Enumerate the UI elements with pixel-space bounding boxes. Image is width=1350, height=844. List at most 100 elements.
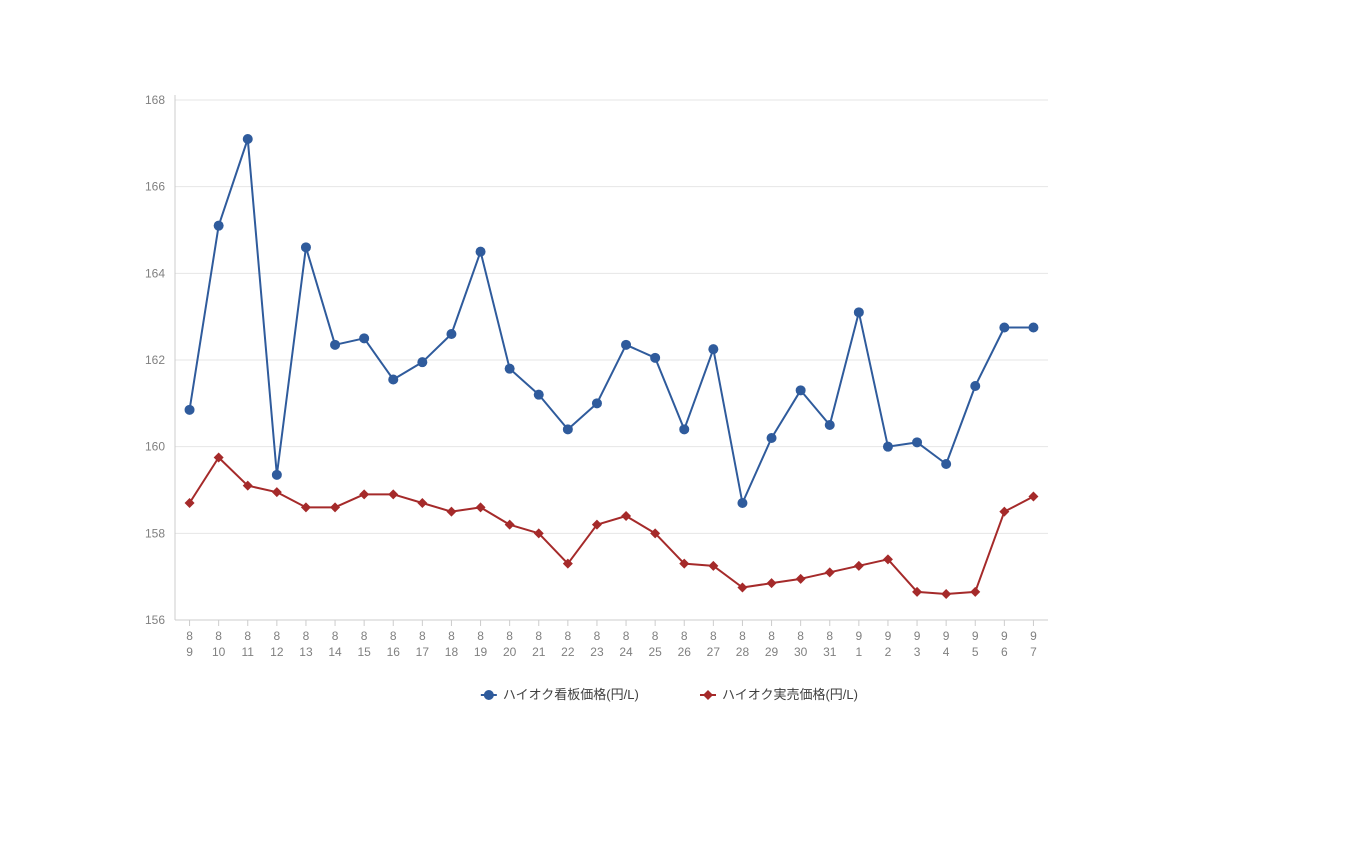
x-axis-label-day: 21 <box>532 645 546 659</box>
x-axis-label-month: 8 <box>681 629 688 643</box>
data-point <box>941 459 951 469</box>
x-axis-label-month: 8 <box>565 629 572 643</box>
data-point <box>1028 323 1038 333</box>
x-axis-label-day: 30 <box>794 645 808 659</box>
y-axis-label: 156 <box>145 613 165 627</box>
data-point <box>185 405 195 415</box>
x-axis-label-day: 11 <box>242 645 255 659</box>
data-point <box>388 375 398 385</box>
x-axis-label-month: 8 <box>274 629 281 643</box>
x-axis-label-day: 23 <box>590 645 604 659</box>
x-axis-label-month: 9 <box>943 629 950 643</box>
x-axis-label-day: 1 <box>856 645 863 659</box>
data-point <box>505 364 515 374</box>
x-axis-label-month: 8 <box>710 629 717 643</box>
data-point <box>417 357 427 367</box>
x-axis-label-day: 10 <box>212 645 226 659</box>
data-point <box>359 333 369 343</box>
x-axis-label-month: 8 <box>303 629 310 643</box>
x-axis-label-month: 9 <box>914 629 921 643</box>
price-line-chart: 1561581601621641661688981081181281381481… <box>0 0 1350 844</box>
data-point <box>476 247 486 257</box>
chart-container: 1561581601621641661688981081181281381481… <box>0 0 1350 844</box>
data-point <box>214 221 224 231</box>
x-axis-label-day: 16 <box>387 645 401 659</box>
data-point <box>999 323 1009 333</box>
x-axis-label-day: 14 <box>328 645 342 659</box>
y-axis-label: 168 <box>145 93 165 107</box>
x-axis-label-month: 9 <box>1001 629 1008 643</box>
x-axis-label-day: 31 <box>823 645 837 659</box>
x-axis-label-day: 28 <box>736 645 750 659</box>
x-axis-label-month: 8 <box>390 629 397 643</box>
x-axis-label-day: 3 <box>914 645 921 659</box>
x-axis-label-day: 13 <box>299 645 313 659</box>
x-axis-label-month: 8 <box>826 629 833 643</box>
x-axis-label-month: 8 <box>652 629 659 643</box>
x-axis-label-day: 25 <box>648 645 662 659</box>
data-point <box>825 420 835 430</box>
data-point <box>563 424 573 434</box>
x-axis-label-month: 8 <box>535 629 542 643</box>
x-axis-label-month: 8 <box>215 629 222 643</box>
x-axis-label-month: 8 <box>768 629 775 643</box>
x-axis-label-month: 9 <box>1030 629 1037 643</box>
x-axis-label-day: 15 <box>357 645 371 659</box>
y-axis-label: 158 <box>145 526 165 540</box>
data-point <box>912 437 922 447</box>
x-axis-label-month: 8 <box>448 629 455 643</box>
data-point <box>708 344 718 354</box>
y-axis-label: 164 <box>145 266 165 280</box>
x-axis-label-month: 8 <box>419 629 426 643</box>
x-axis-label-month: 8 <box>623 629 630 643</box>
x-axis-label-month: 9 <box>856 629 863 643</box>
legend-label: ハイオク看板価格(円/L) <box>503 687 639 702</box>
x-axis-label-month: 8 <box>797 629 804 643</box>
x-axis-label-day: 6 <box>1001 645 1008 659</box>
x-axis-label-day: 24 <box>619 645 633 659</box>
x-axis-label-month: 8 <box>244 629 251 643</box>
data-point <box>679 424 689 434</box>
x-axis-label-month: 9 <box>972 629 979 643</box>
data-point <box>243 134 253 144</box>
x-axis-label-month: 8 <box>739 629 746 643</box>
data-point <box>970 381 980 391</box>
data-point <box>446 329 456 339</box>
data-point <box>272 470 282 480</box>
data-point <box>592 398 602 408</box>
x-axis-label-day: 18 <box>445 645 459 659</box>
x-axis-label-day: 27 <box>707 645 721 659</box>
data-point <box>301 242 311 252</box>
x-axis-label-day: 26 <box>678 645 692 659</box>
x-axis-label-day: 22 <box>561 645 575 659</box>
y-axis-label: 162 <box>145 353 165 367</box>
x-axis-label-day: 17 <box>416 645 430 659</box>
data-point <box>650 353 660 363</box>
data-point <box>534 390 544 400</box>
x-axis-label-month: 8 <box>594 629 601 643</box>
x-axis-label-day: 4 <box>943 645 950 659</box>
x-axis-label-day: 12 <box>270 645 284 659</box>
x-axis-label-day: 20 <box>503 645 517 659</box>
x-axis-label-day: 2 <box>885 645 892 659</box>
x-axis-label-day: 5 <box>972 645 979 659</box>
x-axis-label-month: 9 <box>885 629 892 643</box>
y-axis-label: 160 <box>145 440 165 454</box>
x-axis-label-day: 9 <box>186 645 193 659</box>
x-axis-label-month: 8 <box>186 629 193 643</box>
data-point <box>796 385 806 395</box>
x-axis-label-month: 8 <box>361 629 368 643</box>
data-point <box>767 433 777 443</box>
x-axis-label-month: 8 <box>332 629 339 643</box>
data-point <box>330 340 340 350</box>
x-axis-label-month: 8 <box>477 629 484 643</box>
data-point <box>484 690 494 700</box>
data-point <box>883 442 893 452</box>
x-axis-label-day: 7 <box>1030 645 1037 659</box>
data-point <box>621 340 631 350</box>
x-axis-label-day: 29 <box>765 645 779 659</box>
y-axis-label: 166 <box>145 180 165 194</box>
x-axis-label-day: 19 <box>474 645 488 659</box>
data-point <box>854 307 864 317</box>
legend-label: ハイオク実売価格(円/L) <box>722 687 858 702</box>
